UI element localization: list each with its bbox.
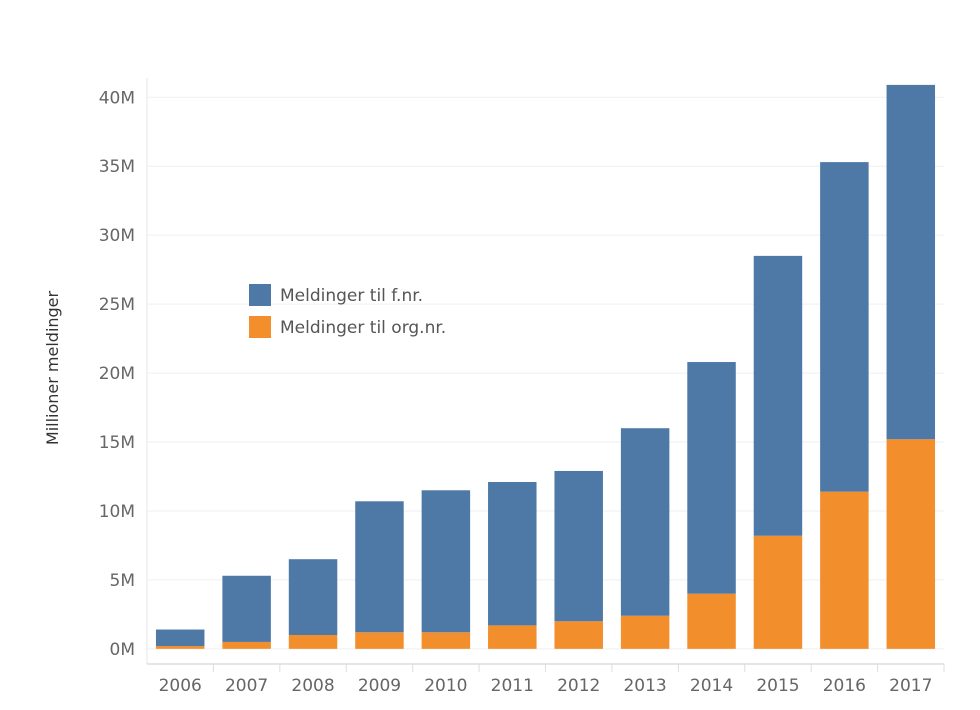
bar-org-nr-2013 xyxy=(620,615,670,649)
x-tick-label: 2006 xyxy=(159,676,202,696)
bar-org-nr-2017 xyxy=(886,439,936,649)
bar-org-nr-2015 xyxy=(753,535,803,649)
bar-org-nr-2006 xyxy=(155,646,205,649)
legend-swatch xyxy=(249,284,271,306)
x-tick-label: 2008 xyxy=(291,676,334,696)
bar-f-nr-2010 xyxy=(421,490,471,633)
bar-f-nr-2007 xyxy=(222,575,271,642)
bar-f-nr-2009 xyxy=(355,501,404,633)
y-tick-label: 20M xyxy=(99,364,135,384)
y-axis-ticks: 0M 5M 10M 15M 20M 25M 30M 35M 40M xyxy=(99,88,135,660)
legend-label: Meldinger til f.nr. xyxy=(280,286,423,306)
x-tick-label: 2011 xyxy=(491,676,534,696)
bar-f-nr-2016 xyxy=(820,162,869,492)
bar-org-nr-2014 xyxy=(687,593,736,649)
bar-org-nr-2012 xyxy=(554,621,603,649)
legend: Meldinger til f.nr. Meldinger til org.nr. xyxy=(249,284,446,338)
x-tick-label: 2007 xyxy=(225,676,268,696)
bar-f-nr-2008 xyxy=(288,559,338,636)
legend-label: Meldinger til org.nr. xyxy=(280,318,446,338)
y-tick-label: 0M xyxy=(110,640,135,660)
bar-f-nr-2017 xyxy=(886,84,936,440)
y-tick-label: 30M xyxy=(99,226,135,246)
y-tick-label: 15M xyxy=(99,433,135,453)
bar-org-nr-2011 xyxy=(488,625,537,649)
y-tick-label: 35M xyxy=(99,157,135,177)
bar-org-nr-2008 xyxy=(288,635,338,649)
x-axis-ticks: 2006 2007 2008 2009 2010 2011 2012 2013 2014 2015… xyxy=(159,664,945,696)
y-tick-label: 5M xyxy=(110,571,135,591)
bar-org-nr-2009 xyxy=(355,632,404,649)
bar-f-nr-2013 xyxy=(620,428,670,616)
bar-f-nr-2006 xyxy=(155,629,205,647)
bar-org-nr-2007 xyxy=(222,641,271,649)
x-tick-label: 2016 xyxy=(823,676,866,696)
x-tick-label: 2009 xyxy=(358,676,401,696)
x-tick-label: 2010 xyxy=(424,676,467,696)
x-tick-label: 2012 xyxy=(557,676,600,696)
x-tick-label: 2014 xyxy=(690,676,733,696)
x-tick-label: 2015 xyxy=(756,676,799,696)
bar-f-nr-2014 xyxy=(687,362,736,594)
bar-f-nr-2011 xyxy=(488,481,537,626)
y-axis-label: Millioner meldinger xyxy=(43,290,62,445)
legend-swatch xyxy=(249,316,271,338)
gridlines xyxy=(147,96,944,650)
bar-org-nr-2016 xyxy=(820,491,869,649)
x-tick-label: 2017 xyxy=(889,676,932,696)
y-tick-label: 25M xyxy=(99,295,135,315)
y-tick-label: 10M xyxy=(99,502,135,522)
x-tick-label: 2013 xyxy=(623,676,666,696)
y-tick-label: 40M xyxy=(99,88,135,108)
bar-org-nr-2010 xyxy=(421,632,471,649)
bar-f-nr-2012 xyxy=(554,470,603,622)
bars xyxy=(155,84,936,649)
bar-f-nr-2015 xyxy=(753,255,803,536)
